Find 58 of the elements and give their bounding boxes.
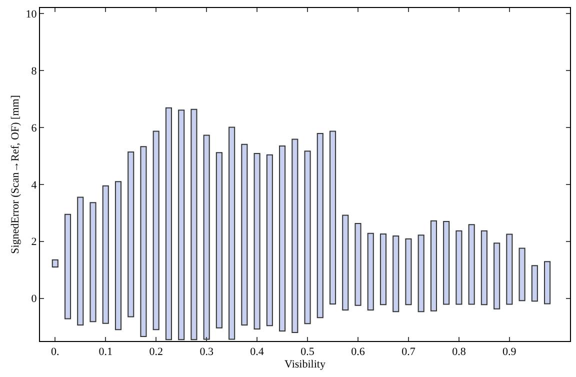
x-tick-label: 0.	[51, 346, 60, 358]
bar	[329, 130, 336, 304]
bar	[77, 196, 84, 326]
x-tick-label: 0.8	[452, 346, 466, 358]
bar	[165, 107, 172, 340]
bar	[279, 146, 286, 332]
y-axis-title: SignedError (Scan→Ref, OF) [mm]	[9, 95, 22, 254]
bar	[392, 235, 400, 312]
y-tick-label: 8	[31, 65, 38, 78]
bar	[405, 238, 412, 306]
bar	[128, 152, 134, 318]
bar	[531, 265, 538, 302]
x-tick-label: 0.5	[300, 346, 315, 358]
x-tick-label: 0.4	[250, 346, 264, 358]
bar	[342, 214, 349, 310]
bar	[418, 234, 424, 312]
x-tick-label: 0.3	[200, 346, 214, 358]
bar	[456, 230, 462, 305]
bar	[102, 185, 109, 324]
bar	[140, 146, 147, 337]
bar	[367, 232, 374, 310]
bar	[443, 220, 450, 305]
bar	[178, 110, 185, 340]
x-tick-label: 0.1	[98, 346, 112, 358]
bar	[52, 259, 58, 268]
bar	[468, 224, 475, 305]
bar	[266, 154, 273, 326]
bar	[480, 230, 488, 306]
y-tick-label: 6	[31, 122, 38, 134]
bar	[90, 202, 96, 322]
bar	[430, 220, 437, 312]
x-tick-label: 0.7	[402, 346, 416, 358]
x-axis-title: Visibility	[284, 358, 326, 370]
y-tick-label: 4	[31, 179, 38, 192]
x-tick-label: 0.2	[149, 346, 163, 358]
bar	[228, 126, 236, 340]
bar	[518, 248, 526, 302]
bar	[292, 138, 298, 333]
x-tick-label: 0.9	[502, 346, 517, 358]
bar	[544, 261, 551, 304]
bar	[114, 181, 122, 330]
bar	[241, 144, 248, 326]
bar	[380, 233, 387, 306]
y-tick-label: 10	[26, 8, 38, 21]
bar	[316, 133, 324, 318]
bar	[203, 134, 210, 340]
bar	[506, 234, 513, 305]
bar	[190, 108, 198, 340]
y-tick-label: 0	[31, 293, 38, 306]
x-tick-label: 0.6	[351, 346, 366, 358]
y-tick-label: 2	[31, 236, 37, 248]
bar	[152, 130, 160, 330]
bar	[304, 150, 311, 324]
bar	[494, 242, 500, 310]
bar	[354, 222, 362, 306]
bar	[254, 152, 260, 330]
bar	[216, 152, 222, 328]
bar	[64, 214, 72, 320]
